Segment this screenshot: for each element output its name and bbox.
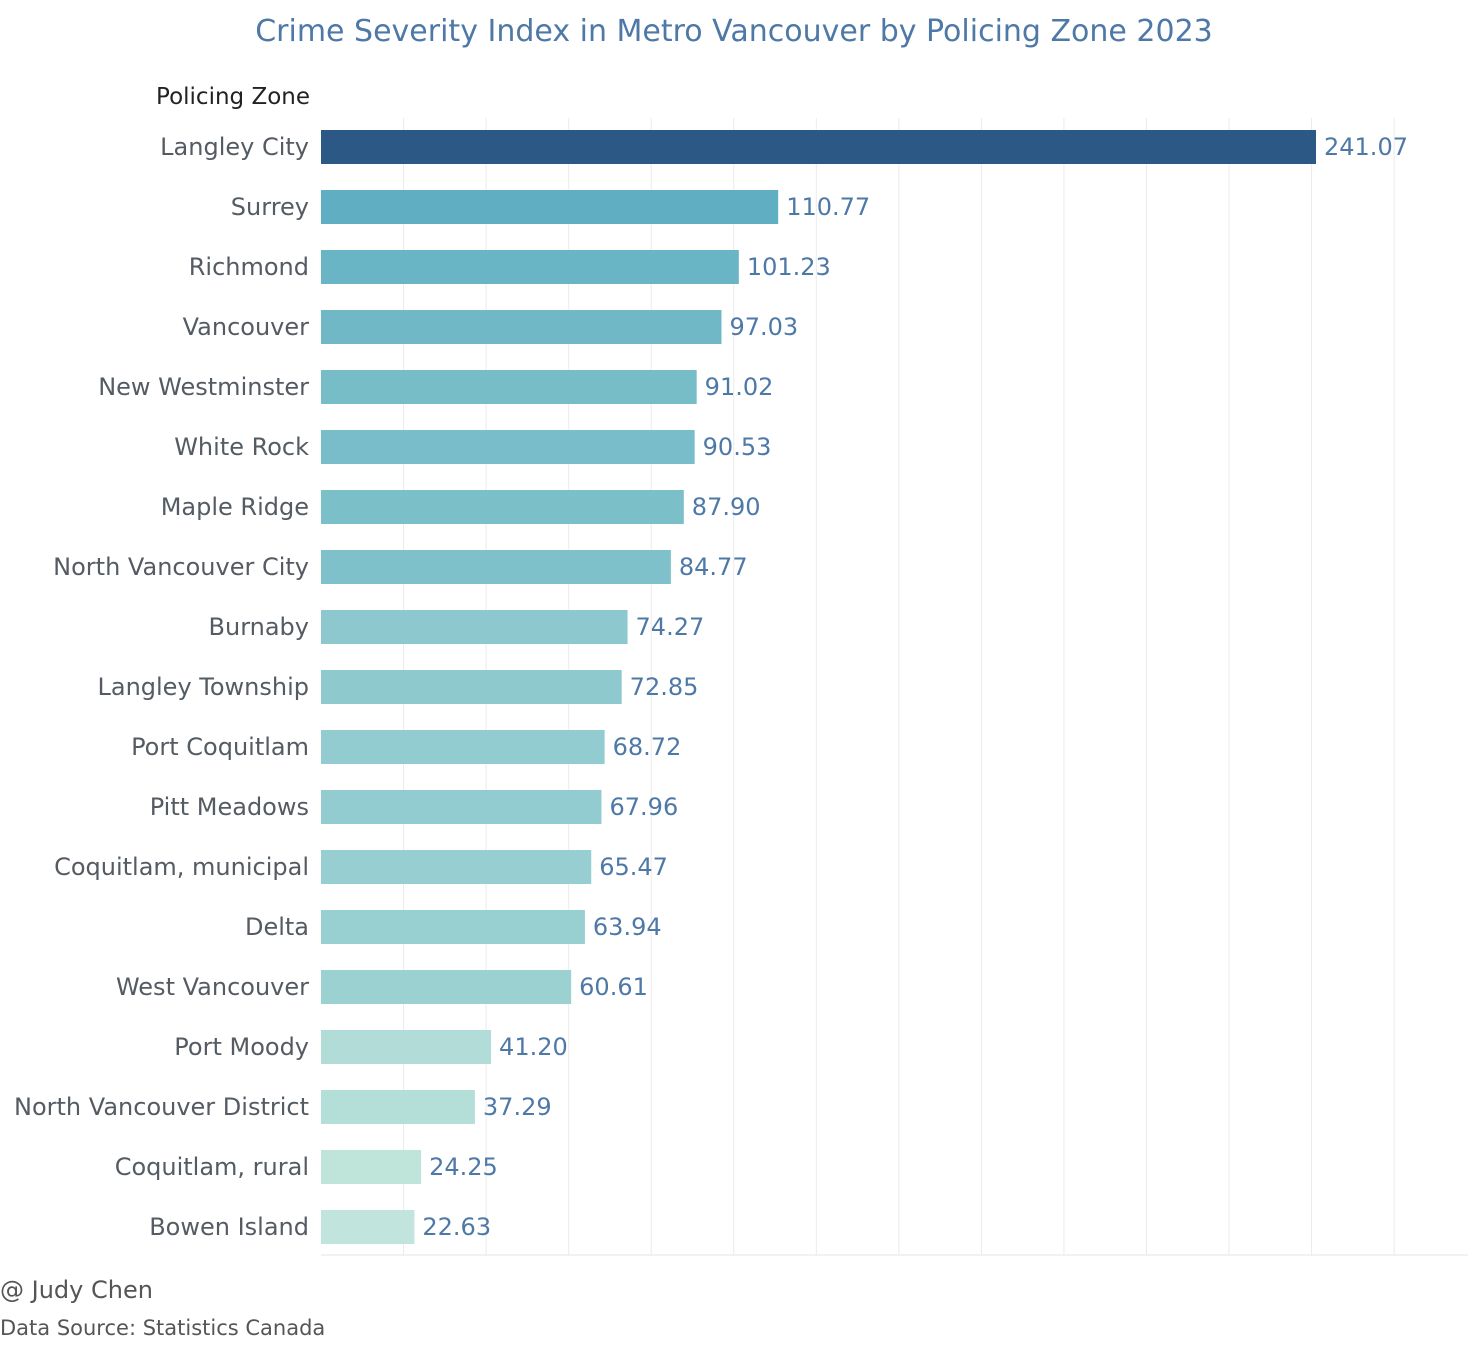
value-label: 65.47 xyxy=(599,853,668,881)
bar xyxy=(321,790,602,824)
category-label: New Westminster xyxy=(98,373,309,401)
category-label: Coquitlam, municipal xyxy=(54,853,309,881)
bar xyxy=(321,970,572,1004)
value-label: 67.96 xyxy=(610,793,679,821)
category-label: Pitt Meadows xyxy=(150,793,309,821)
category-label: Surrey xyxy=(231,193,309,221)
bar xyxy=(321,1150,422,1184)
bar xyxy=(321,850,592,884)
value-label: 41.20 xyxy=(499,1033,568,1061)
value-label: 110.77 xyxy=(786,193,870,221)
y-axis-header: Policing Zone xyxy=(156,84,310,110)
bar-chart: Langley City 241.07 Surrey 110.77 Richmond 10… xyxy=(14,118,1468,1256)
category-label: North Vancouver City xyxy=(53,553,309,581)
value-label: 91.02 xyxy=(705,373,774,401)
category-label: Maple Ridge xyxy=(161,493,309,521)
value-label: 101.23 xyxy=(747,253,831,281)
bar xyxy=(321,430,695,464)
value-label: 97.03 xyxy=(729,313,798,341)
value-label: 24.25 xyxy=(429,1153,498,1181)
category-label: Vancouver xyxy=(183,313,310,341)
value-label: 90.53 xyxy=(703,433,772,461)
value-label: 63.94 xyxy=(593,913,662,941)
bar xyxy=(321,610,628,644)
bar xyxy=(321,1210,415,1244)
value-label: 68.72 xyxy=(613,733,682,761)
bar xyxy=(321,550,671,584)
bar xyxy=(321,370,697,404)
chart-title: Crime Severity Index in Metro Vancouver … xyxy=(255,14,1213,49)
value-label: 87.90 xyxy=(692,493,761,521)
category-label: West Vancouver xyxy=(116,973,309,1001)
category-label: Delta xyxy=(245,913,309,941)
bar xyxy=(321,1090,475,1124)
value-label: 241.07 xyxy=(1324,133,1408,161)
bar xyxy=(321,310,722,344)
value-label: 37.29 xyxy=(483,1093,552,1121)
category-label: Port Moody xyxy=(174,1033,309,1061)
bar xyxy=(321,130,1316,164)
bar xyxy=(321,910,585,944)
category-label: Port Coquitlam xyxy=(131,733,309,761)
category-label: White Rock xyxy=(174,433,309,461)
value-label: 72.85 xyxy=(630,673,699,701)
labels: Langley City 241.07 Surrey 110.77 Richmond 10… xyxy=(14,133,1408,1241)
category-label: Coquitlam, rural xyxy=(115,1153,309,1181)
bars xyxy=(321,130,1316,1244)
category-label: Bowen Island xyxy=(149,1213,309,1241)
value-label: 60.61 xyxy=(579,973,648,1001)
category-label: Richmond xyxy=(189,253,309,281)
author-credit: @ Judy Chen xyxy=(0,1276,153,1304)
category-label: North Vancouver District xyxy=(14,1093,309,1121)
data-source: Data Source: Statistics Canada xyxy=(0,1316,326,1340)
bar xyxy=(321,490,684,524)
gridlines xyxy=(321,118,1468,1256)
bar xyxy=(321,190,779,224)
bar xyxy=(321,1030,492,1064)
value-label: 22.63 xyxy=(422,1213,491,1241)
category-label: Langley Township xyxy=(97,673,309,701)
category-label: Langley City xyxy=(160,133,309,161)
value-label: 74.27 xyxy=(636,613,705,641)
bar xyxy=(321,730,605,764)
bar xyxy=(321,670,622,704)
value-label: 84.77 xyxy=(679,553,748,581)
category-label: Burnaby xyxy=(209,613,309,641)
bar xyxy=(321,250,739,284)
